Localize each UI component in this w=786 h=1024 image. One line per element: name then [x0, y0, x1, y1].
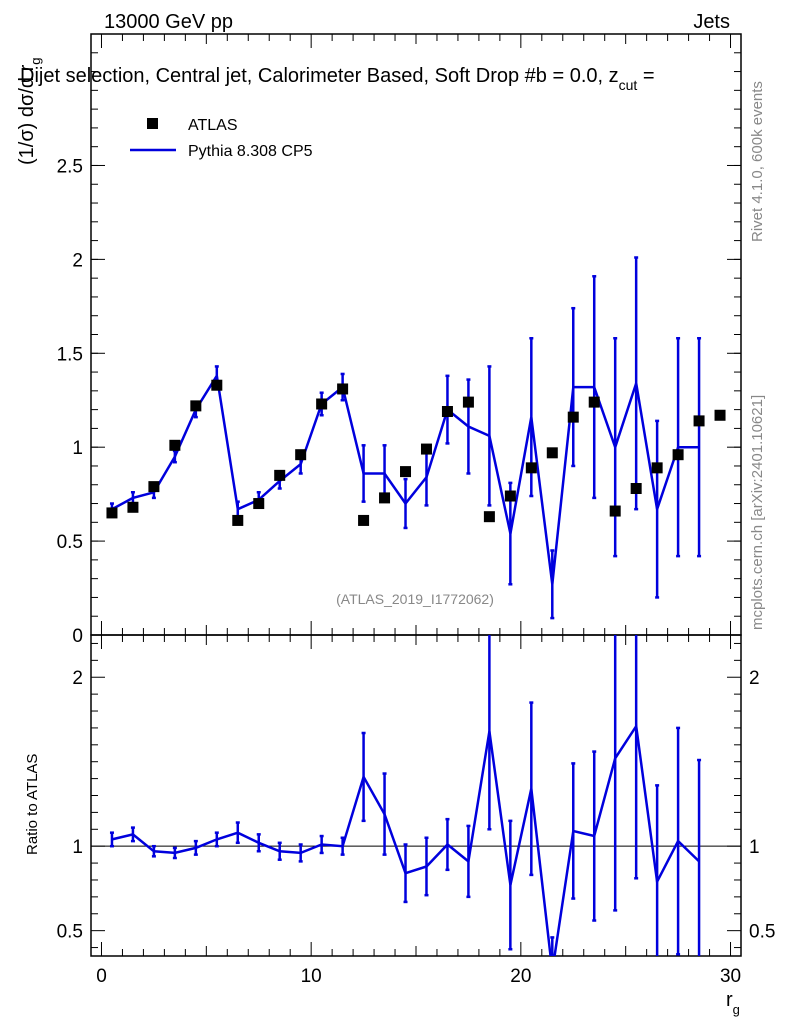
- legend-atlas-marker: [147, 118, 158, 129]
- x-axis-label-sub: g: [733, 1002, 740, 1017]
- plot-title-sub: cut: [619, 77, 638, 93]
- atlas-point: [567, 411, 579, 423]
- legend-pythia-label: Pythia 8.308 CP5: [188, 143, 313, 160]
- main-ylabel-text: (1/σ) dσ/d r: [16, 64, 38, 165]
- main-ytick-label: 2: [72, 250, 83, 271]
- ratio-ytick-label-right: 0.5: [749, 922, 775, 943]
- x-tick-label: 30: [720, 966, 741, 987]
- atlas-point: [504, 490, 516, 502]
- atlas-point: [106, 507, 118, 519]
- atlas-point: [483, 511, 495, 523]
- atlas-point: [337, 383, 349, 395]
- atlas-point: [420, 443, 432, 455]
- atlas-point: [274, 469, 286, 481]
- rivet-label: Rivet 4.1.0, 600k events: [749, 81, 766, 242]
- atlas-point: [253, 498, 265, 510]
- atlas-point: [609, 505, 621, 517]
- atlas-point: [295, 449, 307, 461]
- atlas-point: [546, 447, 558, 459]
- atlas-point: [379, 492, 391, 504]
- atlas-point: [441, 406, 453, 418]
- x-axis-label-text: r: [726, 989, 733, 1011]
- category-label: Jets: [693, 11, 730, 33]
- x-tick-label: 0: [96, 966, 107, 987]
- main-ytick-label: 1: [72, 438, 83, 459]
- ratio-ytick-label-left: 2: [72, 668, 83, 689]
- main-ytick-label: 0: [72, 626, 83, 647]
- analysis-watermark: (ATLAS_2019_I1772062): [336, 591, 494, 607]
- main-ylabel-sub: g: [28, 58, 43, 65]
- atlas-point: [358, 514, 370, 526]
- ratio-ytick-label-right: 1: [749, 837, 760, 858]
- ratio-ytick-label-left: 0.5: [57, 922, 83, 943]
- ratio-ylabel: Ratio to ATLAS: [24, 754, 41, 855]
- atlas-point: [588, 396, 600, 408]
- main-ytick-label: 0.5: [57, 532, 83, 553]
- atlas-point: [714, 409, 726, 421]
- atlas-point: [630, 483, 642, 495]
- legend: ATLAS Pythia 8.308 CP5: [130, 117, 313, 160]
- energy-label: 13000 GeV pp: [104, 11, 233, 33]
- x-axis-label: rg: [726, 989, 740, 1017]
- plot-title-tail: =: [637, 65, 654, 87]
- atlas-point: [148, 481, 160, 493]
- x-tick-label: 20: [510, 966, 531, 987]
- atlas-point: [693, 415, 705, 427]
- legend-atlas-label: ATLAS: [188, 117, 238, 134]
- atlas-point: [651, 462, 663, 474]
- atlas-point: [169, 439, 181, 451]
- main-ylabel: (1/σ) dσ/d rg: [16, 58, 43, 166]
- atlas-point: [211, 379, 223, 391]
- main-ytick-label: 2.5: [57, 156, 83, 177]
- main-ytick-label: 1.5: [57, 344, 83, 365]
- ratio-ytick-label-left: 1: [72, 837, 83, 858]
- main-plot: 0 0.5 1 1.5 2 2.5: [57, 33, 742, 647]
- plot-title-main: Dijet selection, Central jet, Calorimete…: [20, 65, 619, 87]
- atlas-point: [525, 462, 537, 474]
- atlas-point: [127, 501, 139, 513]
- mcplots-label: mcplots.cern.ch [arXiv:2401.10621]: [749, 395, 766, 630]
- ratio-series: [109, 635, 702, 956]
- atlas-point: [316, 398, 328, 410]
- ratio-ytick-label-right: 2: [749, 668, 760, 689]
- x-tick-label: 10: [301, 966, 322, 987]
- atlas-point: [232, 514, 244, 526]
- atlas-point: [462, 396, 474, 408]
- ratio-frame: [90, 634, 742, 957]
- atlas-point: [190, 400, 202, 412]
- atlas-point: [400, 466, 412, 478]
- ratio-plot: 0.5 0.51 12 20 10 20 30: [57, 634, 775, 987]
- atlas-point: [672, 449, 684, 461]
- plot-title: Dijet selection, Central jet, Calorimete…: [20, 65, 655, 93]
